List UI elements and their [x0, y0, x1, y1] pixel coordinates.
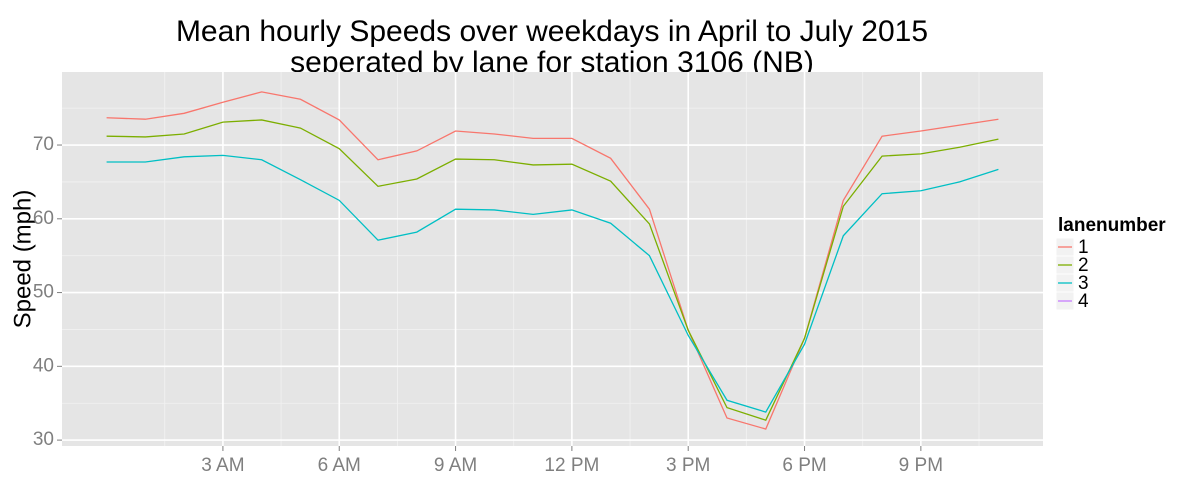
legend-title: lanenumber: [1058, 215, 1166, 236]
line: [106, 119, 999, 421]
x-tick-label: 6 PM: [782, 455, 826, 476]
line: [106, 154, 999, 413]
y-tick-label: 60: [33, 208, 54, 229]
legend-label: 1: [1078, 237, 1089, 258]
y-tick-label: 50: [33, 282, 54, 303]
plot-background: [62, 72, 1043, 446]
x-tick-label: 9 PM: [899, 455, 943, 476]
x-tick-label: 12 PM: [544, 455, 599, 476]
x-tick-label: 3 PM: [666, 455, 710, 476]
x-tick-label: 9 AM: [434, 455, 477, 476]
x-tick-label: 6 AM: [318, 455, 361, 476]
x-tick-label: 3 AM: [201, 455, 244, 476]
line: [106, 91, 999, 430]
y-tick-label: 30: [33, 429, 54, 450]
y-axis-label: Speed (mph): [9, 190, 36, 329]
y-tick-label: 40: [33, 355, 54, 376]
legend-label: 4: [1078, 291, 1089, 312]
y-tick-label: 70: [33, 134, 54, 155]
legend-label: 2: [1078, 255, 1089, 276]
chart-title: Mean hourly Speeds over weekdays in Apri…: [176, 15, 928, 48]
legend-label: 3: [1078, 273, 1089, 294]
